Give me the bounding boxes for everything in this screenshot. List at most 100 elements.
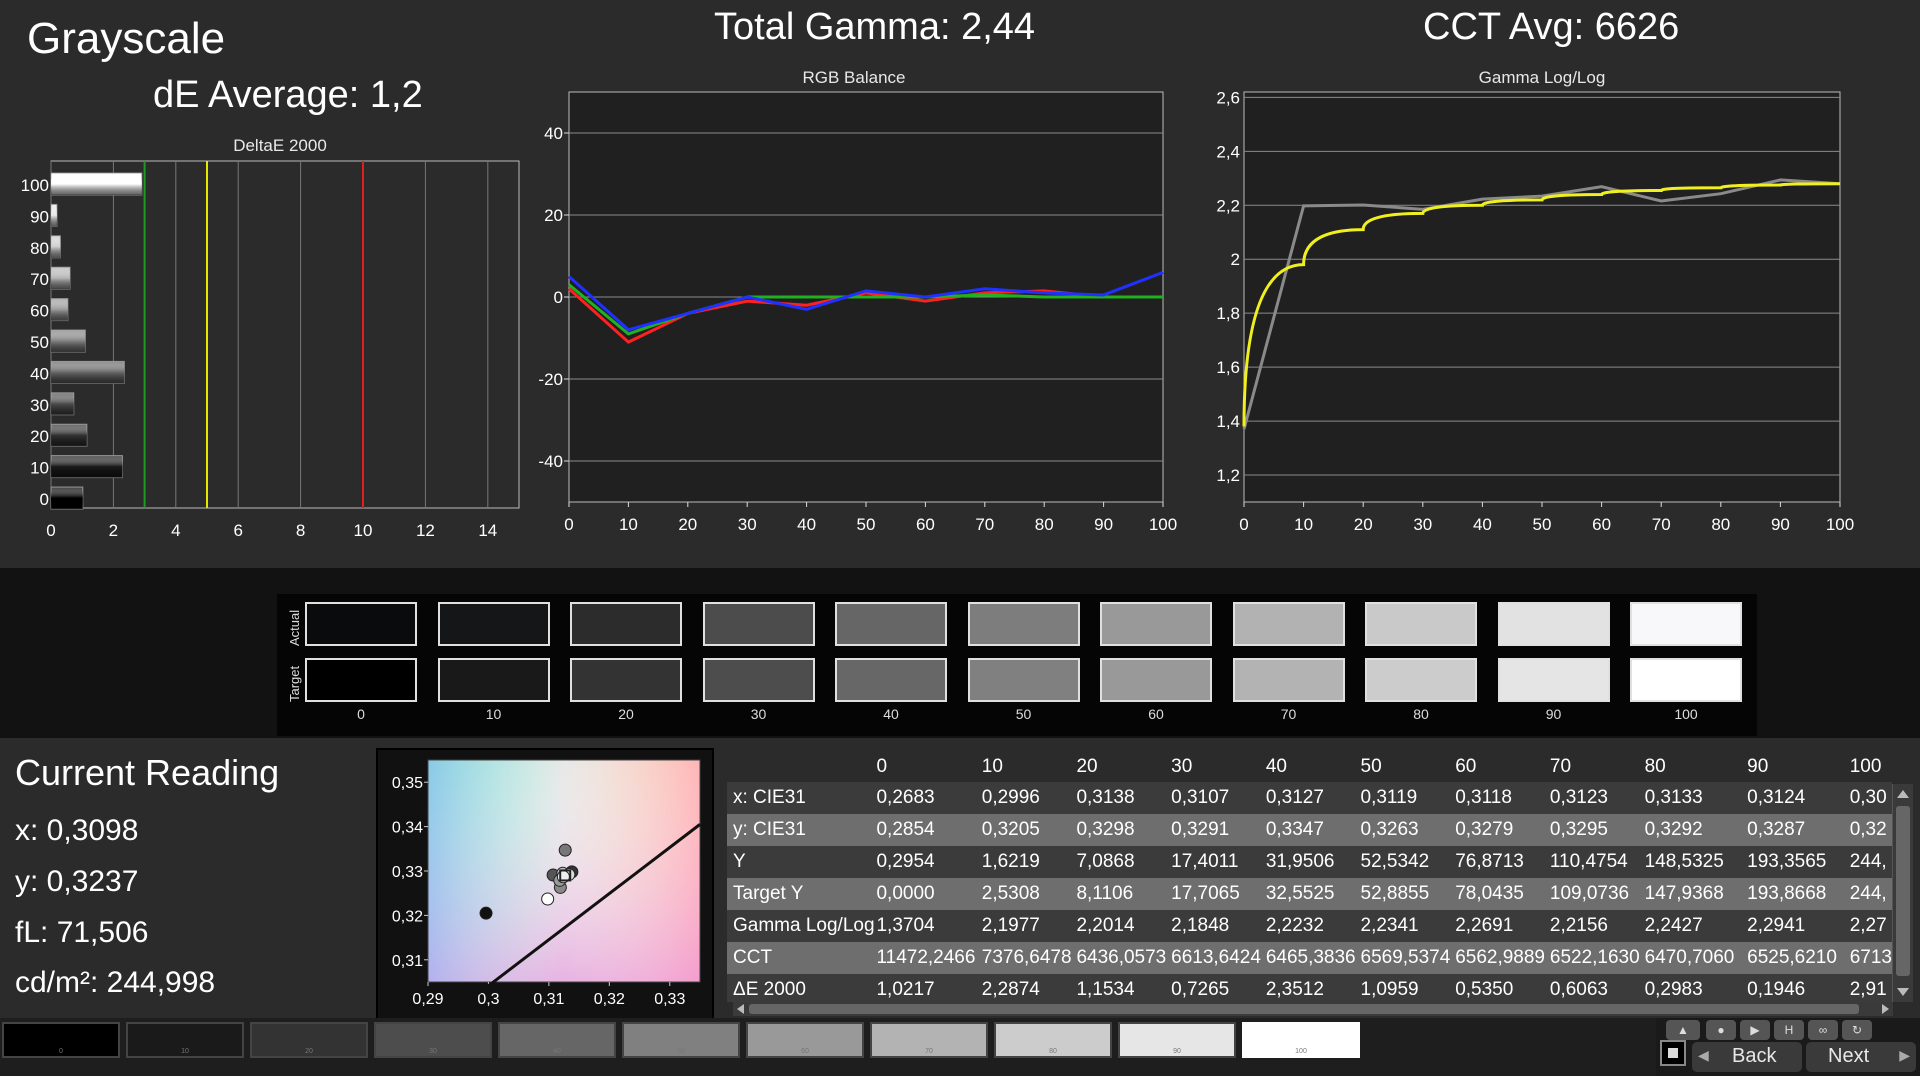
table-row[interactable]: Y 0,2954 1,6219 7,0868 17,4011 31,9506 52,5342…	[727, 846, 1892, 878]
table-cell: 17,4011	[1171, 846, 1266, 878]
table-horizontal-scrollbar[interactable]	[733, 1002, 1893, 1016]
scroll-left-icon[interactable]	[737, 1004, 744, 1014]
rgb-balance-y-tick: -20	[538, 370, 563, 389]
gamma-chart-title: Gamma Log/Log	[1478, 68, 1606, 87]
table-column-header[interactable]: 60	[1455, 752, 1550, 782]
gamma-y-tick: 1,4	[1216, 412, 1240, 431]
table-cell: 1,6219	[981, 846, 1077, 878]
collapse-icon[interactable]: ▲	[1666, 1020, 1700, 1040]
cie-y-tick: 0,34	[392, 820, 423, 837]
table-cell: 148,5325	[1644, 846, 1748, 878]
patch-button[interactable]: 70	[870, 1022, 988, 1058]
table-cell: 193,8668	[1747, 878, 1850, 910]
rgb-balance-x-tick: 0	[564, 515, 573, 534]
patch-button[interactable]: 0	[2, 1022, 120, 1058]
patch-label: 70	[925, 1048, 933, 1055]
deltae-y-tick: 20	[30, 427, 49, 446]
table-row-label: CCT	[727, 942, 877, 974]
link-icon[interactable]: ∞	[1808, 1020, 1838, 1040]
table-cell: 0,3118	[1455, 782, 1550, 814]
patch-button[interactable]: 100	[1242, 1022, 1360, 1058]
patch-button[interactable]: 40	[498, 1022, 616, 1058]
table-column-header[interactable]: 70	[1549, 752, 1645, 782]
patch-button[interactable]: 60	[746, 1022, 864, 1058]
scroll-right-icon[interactable]	[1882, 1004, 1889, 1014]
table-column-header[interactable]: 100	[1849, 752, 1892, 782]
reading-y: y: 0,3237	[15, 865, 139, 898]
deltae-x-tick: 12	[416, 521, 435, 540]
deltae-bar-shade	[51, 392, 74, 415]
actual-swatch	[1497, 602, 1610, 646]
table-column-header[interactable]: 0	[876, 752, 982, 782]
refresh-icon[interactable]: ↻	[1842, 1020, 1872, 1040]
table-row[interactable]: x: CIE31 0,2683 0,2996 0,3138 0,3107 0,3127 0,…	[727, 782, 1892, 814]
table-cell: 6522,1630	[1549, 942, 1645, 974]
deltae-y-tick: 60	[30, 302, 49, 321]
table-row[interactable]: CCT 11472,2466 7376,6478 6436,0573 6613,6424…	[727, 942, 1892, 974]
table-column-header[interactable]: 50	[1360, 752, 1456, 782]
table-column-header[interactable]: 10	[981, 752, 1077, 782]
cie-point	[558, 843, 572, 857]
swatch-label: 90	[1545, 706, 1562, 722]
table-cell: 0,30	[1849, 782, 1892, 814]
table-column-header[interactable]: 80	[1644, 752, 1748, 782]
swatch-label: 30	[750, 706, 767, 722]
table-row-label: Gamma Log/Log	[727, 910, 877, 942]
table-row[interactable]: y: CIE31 0,2854 0,3205 0,3298 0,3291 0,3347 0,…	[727, 814, 1892, 846]
patch-button[interactable]: 30	[374, 1022, 492, 1058]
deltae-y-tick: 40	[30, 364, 49, 383]
table-column-header[interactable]: 90	[1747, 752, 1850, 782]
patch-button[interactable]: 50	[622, 1022, 740, 1058]
table-cell: 0,3298	[1076, 814, 1172, 846]
patch-button[interactable]: 10	[126, 1022, 244, 1058]
record-icon[interactable]: ●	[1706, 1020, 1736, 1040]
table-cell: 0,6063	[1549, 974, 1645, 1002]
actual-swatch	[835, 602, 947, 646]
scroll-down-icon[interactable]	[1897, 988, 1909, 996]
play-icon[interactable]: ▶	[1740, 1020, 1770, 1040]
table-cell: 0,3107	[1171, 782, 1266, 814]
next-button[interactable]: Next ▶	[1806, 1042, 1916, 1072]
table-column-header[interactable]: 20	[1076, 752, 1172, 782]
rgb-balance-title: RGB Balance	[802, 68, 906, 87]
table-row-label: Y	[727, 846, 877, 878]
patch-button[interactable]: 20	[250, 1022, 368, 1058]
cie-target-marker	[559, 869, 572, 882]
deltae-x-tick: 2	[109, 521, 118, 540]
rgb-balance-y-tick: 40	[544, 124, 563, 143]
table-cell: 0,3119	[1360, 782, 1456, 814]
gamma-x-tick: 80	[1711, 515, 1730, 534]
table-cell: 6436,0573	[1076, 942, 1172, 974]
table-cell: 0,7265	[1171, 974, 1266, 1002]
vertical-scroll-thumb[interactable]	[1896, 806, 1910, 976]
rgb-balance-x-tick: 20	[678, 515, 697, 534]
table-cell: 109,0736	[1549, 878, 1645, 910]
cie-planckian-locus	[463, 823, 701, 1006]
gamma-x-tick: 70	[1652, 515, 1671, 534]
back-button[interactable]: ◀ Back	[1692, 1042, 1802, 1072]
patch-button[interactable]: 90	[1118, 1022, 1236, 1058]
table-column-header[interactable]: 30	[1171, 752, 1266, 782]
scroll-up-icon[interactable]	[1897, 790, 1909, 798]
table-row[interactable]: Gamma Log/Log 1,3704 2,1977 2,2014 2,1848 2,2…	[727, 910, 1892, 942]
table-cell: 2,2156	[1549, 910, 1645, 942]
hold-icon[interactable]: H	[1774, 1020, 1804, 1040]
stop-button[interactable]	[1660, 1040, 1686, 1066]
table-cell: 0,0000	[876, 878, 982, 910]
table-vertical-scrollbar[interactable]	[1892, 784, 1913, 1002]
patch-button[interactable]: 80	[994, 1022, 1112, 1058]
deltae-y-tick: 90	[30, 207, 49, 226]
reading-fl: fL: 71,506	[15, 916, 149, 949]
gamma-x-tick: 60	[1592, 515, 1611, 534]
swatch-label: 20	[618, 706, 634, 722]
table-row[interactable]: Target Y 0,0000 2,5308 8,1106 17,7065 32,5525…	[727, 878, 1892, 910]
cie-x-tick: 0,3	[477, 991, 499, 1008]
horizontal-scroll-thumb[interactable]	[749, 1004, 1859, 1014]
table-cell: 0,1946	[1747, 974, 1850, 1002]
table-cell: 0,5350	[1455, 974, 1550, 1002]
table-cell: 0,3124	[1747, 782, 1850, 814]
table-row[interactable]: ΔE 2000 1,0217 2,2874 1,1534 0,7265 2,3512 1,0…	[727, 974, 1892, 1002]
cie-point	[479, 906, 493, 920]
table-column-header[interactable]: 40	[1265, 752, 1361, 782]
measurement-table[interactable]: 0 10 20 30 40 50 60 70 80 90 100 x: CIE31 0,2683 0,2…	[727, 752, 1892, 1002]
